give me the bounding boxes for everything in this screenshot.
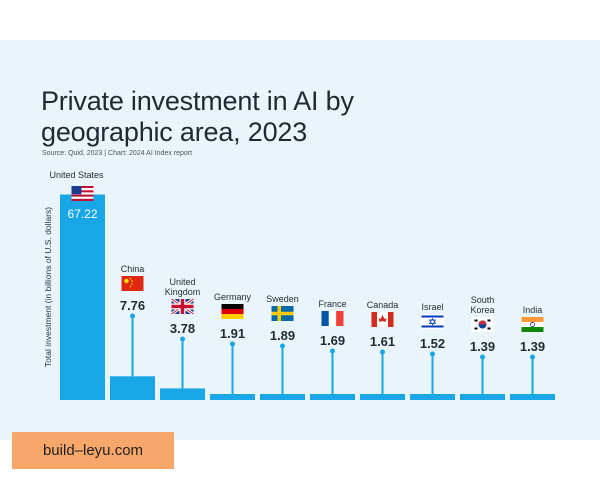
india-flag-icon — [521, 317, 544, 332]
category-label: China — [121, 264, 145, 274]
israel-flag-icon — [421, 314, 444, 329]
bar — [510, 394, 555, 400]
bar-group: Israel 1.52 — [410, 302, 455, 400]
bar — [260, 394, 305, 400]
value-label: 1.39 — [520, 339, 545, 354]
category-label: Sweden — [266, 294, 299, 304]
connector-dot — [430, 351, 435, 357]
sweden-flag-icon — [271, 306, 294, 321]
value-label: 3.78 — [170, 321, 195, 336]
category-label: Israel — [421, 302, 443, 312]
bar — [310, 394, 355, 400]
connector-dot — [380, 349, 385, 355]
connector-dot — [180, 336, 185, 342]
connector-dot — [280, 343, 285, 349]
bar-group: Sweden 1.89 — [260, 294, 305, 400]
category-label: Kingdom — [165, 287, 201, 297]
connector-dot — [530, 354, 535, 360]
connector-dot — [480, 354, 485, 360]
bar-group: Germany 1.91 — [210, 292, 255, 400]
south-korea-flag-icon — [471, 317, 494, 332]
bar — [210, 394, 255, 400]
us-flag-icon — [71, 186, 94, 201]
bar — [460, 394, 505, 400]
category-label: United — [169, 277, 195, 287]
bar-group: United States 67.22 — [49, 170, 105, 400]
value-label: 1.52 — [420, 336, 445, 351]
chart-title: Private investment in AI by geographic a… — [41, 86, 354, 147]
bar — [110, 376, 155, 400]
france-flag-icon — [321, 311, 344, 326]
bar — [160, 388, 205, 400]
value-label: 67.22 — [67, 207, 97, 221]
bar — [60, 194, 105, 400]
bar-group: Canada 1.61 — [360, 300, 405, 400]
bar — [410, 394, 455, 400]
value-label: 1.69 — [320, 333, 345, 348]
chart-source: Source: Quid, 2023 | Chart: 2024 AI Inde… — [42, 150, 193, 157]
bar-group: India 1.39 — [510, 305, 555, 400]
connector-dot — [230, 341, 235, 347]
category-label: India — [523, 305, 543, 315]
category-label: United States — [49, 170, 104, 180]
china-flag-icon — [121, 276, 144, 291]
category-label: South — [471, 295, 495, 305]
value-label: 7.76 — [120, 298, 145, 313]
category-label: Canada — [367, 300, 399, 310]
watermark-badge: build–leyu.com — [12, 432, 174, 469]
bar-group: China 7.76 — [110, 264, 155, 400]
bar-group: France 1.69 — [310, 299, 355, 400]
bar — [360, 394, 405, 400]
germany-flag-icon — [221, 304, 244, 319]
value-label: 1.91 — [220, 326, 245, 341]
connector-dot — [130, 313, 135, 319]
uk-flag-icon — [170, 297, 195, 316]
category-label: Germany — [214, 292, 252, 302]
value-label: 1.61 — [370, 334, 395, 349]
category-label: France — [318, 299, 346, 309]
canada-flag-icon — [371, 312, 394, 327]
category-label: Korea — [470, 305, 494, 315]
connector-dot — [330, 348, 335, 354]
value-label: 1.89 — [270, 328, 295, 343]
value-label: 1.39 — [470, 339, 495, 354]
